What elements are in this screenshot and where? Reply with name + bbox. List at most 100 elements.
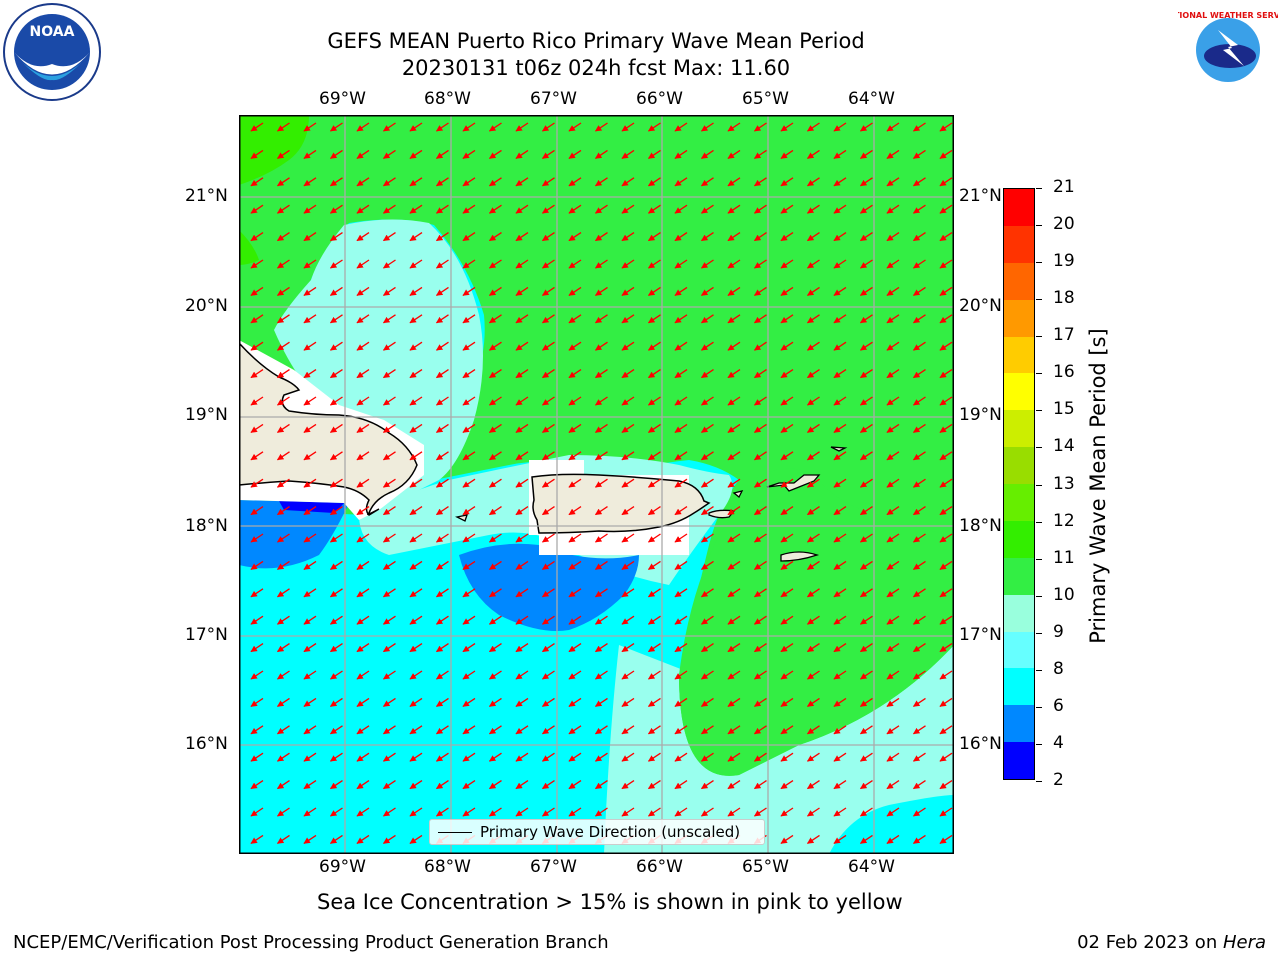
colorbar-tick-mark xyxy=(1036,188,1042,189)
lat-label-right: 20°N xyxy=(959,296,1002,316)
wave-direction-arrow xyxy=(806,369,820,379)
wave-direction-arrow xyxy=(833,286,847,296)
wave-direction-arrow xyxy=(541,478,555,488)
wave-direction-arrow xyxy=(727,506,741,516)
wave-direction-arrow xyxy=(462,259,476,269)
wave-direction-arrow xyxy=(382,396,396,406)
wave-direction-arrow xyxy=(329,834,343,844)
lat-label-left: 16°N xyxy=(185,734,228,754)
wave-direction-arrow xyxy=(356,697,370,707)
wave-direction-arrow xyxy=(568,122,582,132)
wave-direction-arrow xyxy=(886,807,900,817)
wave-direction-arrow xyxy=(568,396,582,406)
wave-direction-arrow xyxy=(488,697,502,707)
wave-direction-arrow xyxy=(886,204,900,214)
wave-direction-arrow xyxy=(276,451,290,461)
wave-direction-arrow xyxy=(700,478,714,488)
wave-direction-arrow xyxy=(621,560,635,570)
wave-direction-arrow xyxy=(912,588,926,598)
wave-direction-arrow xyxy=(780,259,794,269)
wave-direction-arrow xyxy=(912,177,926,187)
wave-direction-arrow xyxy=(488,725,502,735)
wave-direction-arrow xyxy=(435,643,449,653)
wave-direction-arrow xyxy=(541,560,555,570)
wave-direction-arrow xyxy=(647,286,661,296)
wave-direction-arrow xyxy=(568,560,582,570)
wave-direction-arrow xyxy=(488,780,502,790)
lon-label-bottom: 69°W xyxy=(319,857,366,877)
wave-direction-arrow xyxy=(568,780,582,790)
wave-direction-arrow xyxy=(939,643,953,653)
wave-direction-arrow xyxy=(621,396,635,406)
wave-direction-arrow xyxy=(939,670,953,680)
wave-direction-arrow xyxy=(806,314,820,324)
wave-direction-arrow xyxy=(568,697,582,707)
wave-direction-arrow xyxy=(515,232,529,242)
wave-direction-arrow xyxy=(568,314,582,324)
wave-direction-arrow xyxy=(382,451,396,461)
wave-direction-arrow xyxy=(674,177,688,187)
period-9-10-west xyxy=(274,219,483,510)
wave-direction-arrow xyxy=(753,780,767,790)
wave-direction-arrow xyxy=(727,478,741,488)
wave-direction-arrow xyxy=(833,177,847,187)
wave-direction-arrow xyxy=(727,533,741,543)
wave-direction-arrow xyxy=(250,834,264,844)
colorbar-tick-mark xyxy=(1036,484,1042,486)
wave-direction-arrow xyxy=(356,560,370,570)
wave-direction-arrow xyxy=(515,122,529,132)
wave-direction-arrow xyxy=(329,423,343,433)
wave-direction-arrow xyxy=(409,232,423,242)
wave-direction-arrow xyxy=(329,807,343,817)
wave-direction-arrow xyxy=(382,670,396,680)
wave-direction-arrow xyxy=(806,149,820,159)
wave-direction-arrow xyxy=(727,314,741,324)
wave-direction-arrow xyxy=(276,341,290,351)
wave-direction-arrow xyxy=(329,286,343,296)
wave-direction-arrow xyxy=(488,643,502,653)
wave-direction-arrow xyxy=(886,560,900,570)
wave-direction-arrow xyxy=(435,396,449,406)
wave-direction-arrow xyxy=(780,204,794,214)
wave-direction-arrow xyxy=(250,725,264,735)
wave-direction-arrow xyxy=(727,341,741,351)
wave-direction-arrow xyxy=(568,506,582,516)
wave-direction-arrow xyxy=(303,423,317,433)
wave-direction-arrow xyxy=(833,122,847,132)
wave-direction-arrow xyxy=(621,232,635,242)
wave-direction-arrow xyxy=(886,122,900,132)
wave-direction-arrow xyxy=(939,177,953,187)
wave-direction-arrow xyxy=(886,752,900,762)
wave-direction-arrow xyxy=(912,670,926,680)
wave-direction-arrow xyxy=(753,177,767,187)
wave-direction-arrow xyxy=(356,232,370,242)
wave-direction-arrow xyxy=(568,204,582,214)
colorbar-tick-mark xyxy=(1036,781,1042,782)
wave-direction-arrow xyxy=(621,533,635,543)
wave-direction-arrow xyxy=(674,807,688,817)
wave-direction-arrow xyxy=(409,615,423,625)
lat-label-right: 16°N xyxy=(959,734,1002,754)
wave-direction-arrow xyxy=(515,478,529,488)
wave-direction-arrow xyxy=(462,478,476,488)
wave-direction-arrow xyxy=(674,752,688,762)
wave-direction-arrow xyxy=(647,451,661,461)
wave-direction-arrow xyxy=(382,341,396,351)
wave-direction-arrow xyxy=(780,560,794,570)
wave-direction-arrow xyxy=(647,560,661,570)
wave-direction-arrow xyxy=(700,670,714,680)
wave-direction-arrow xyxy=(541,725,555,735)
wave-direction-arrow xyxy=(727,204,741,214)
wave-direction-arrow xyxy=(435,533,449,543)
wave-direction-arrow xyxy=(806,396,820,406)
wave-direction-arrow xyxy=(833,259,847,269)
wave-direction-arrow xyxy=(515,149,529,159)
wave-direction-arrow xyxy=(859,232,873,242)
wave-direction-arrow xyxy=(594,423,608,433)
wave-direction-arrow xyxy=(806,177,820,187)
wave-direction-arrow xyxy=(674,396,688,406)
wave-direction-arrow xyxy=(674,369,688,379)
colorbar-segment xyxy=(1004,484,1034,521)
wave-direction-arrow xyxy=(753,560,767,570)
colorbar-label: Primary Wave Mean Period [s] xyxy=(1086,328,1110,644)
